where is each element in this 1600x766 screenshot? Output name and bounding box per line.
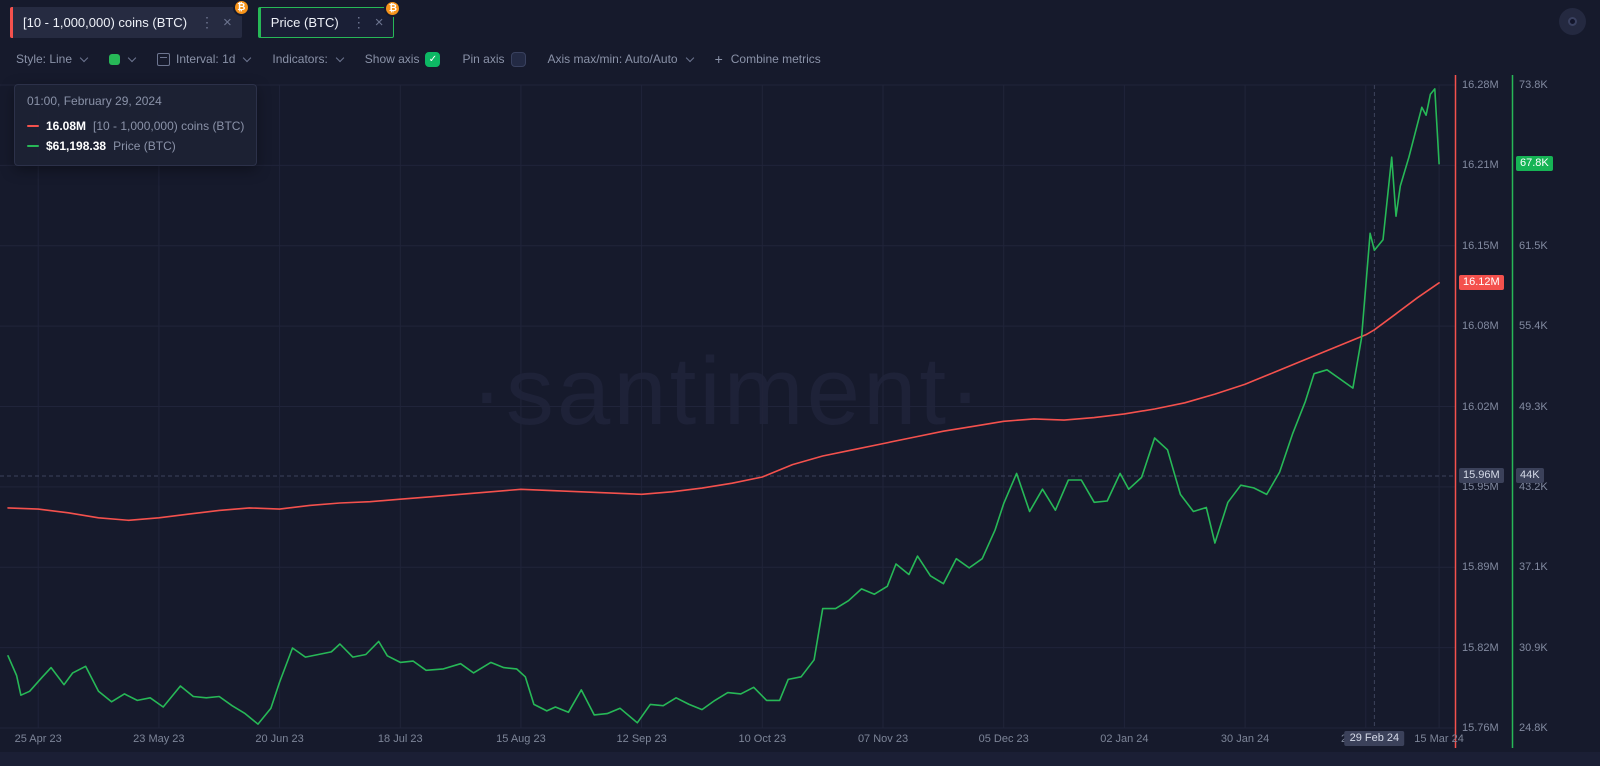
style-selector[interactable]: Style: Line xyxy=(16,52,89,66)
y-axis-label-red: 15.89M xyxy=(1462,561,1499,574)
metric-tab-price[interactable]: Price (BTC) ⋮ × ₿ xyxy=(257,0,402,38)
chart-area[interactable]: ·santiment· 01:00, February 29, 2024 16.… xyxy=(0,75,1600,766)
chevron-down-icon xyxy=(243,53,252,62)
header-circle-button[interactable] xyxy=(1559,8,1586,35)
y-axis-label-red: 16.15M xyxy=(1462,239,1499,252)
plus-icon: + xyxy=(714,51,723,67)
crosshair-date-badge: 29 Feb 24 xyxy=(1344,731,1405,746)
tooltip-coins-value: 16.08M xyxy=(46,119,87,133)
x-axis-label: 15 Mar 24 xyxy=(1414,733,1464,745)
x-axis-label: 23 May 23 xyxy=(133,733,185,745)
tooltip-title: 01:00, February 29, 2024 xyxy=(27,94,162,108)
pin-axis-label: Pin axis xyxy=(462,52,505,66)
y-axis-label-green: 73.8K xyxy=(1519,79,1548,91)
x-axis-label: 15 Aug 23 xyxy=(496,733,546,745)
y-axis-label-green: 30.9K xyxy=(1519,641,1548,654)
chevron-down-icon xyxy=(685,53,694,62)
x-axis-label: 05 Dec 23 xyxy=(978,733,1029,745)
timeline-strip xyxy=(0,752,1600,766)
btc-badge-icon: ₿ xyxy=(232,0,250,16)
green-last-value-badge: 67.8K xyxy=(1516,155,1553,171)
tooltip-price-name: Price (BTC) xyxy=(113,139,176,153)
metric-tab-coins[interactable]: [10 - 1,000,000) coins (BTC) ⋮ × ₿ xyxy=(10,0,250,38)
combine-metrics-button[interactable]: + Combine metrics xyxy=(715,51,821,67)
chevron-down-icon xyxy=(79,53,89,62)
combine-metrics-label: Combine metrics xyxy=(730,52,821,66)
x-axis-label: 25 Apr 23 xyxy=(14,733,62,745)
close-icon[interactable]: × xyxy=(374,13,384,31)
show-axis-toggle[interactable]: Show axis ✓ xyxy=(364,51,441,67)
color-swatch-selector[interactable] xyxy=(109,53,137,65)
close-icon[interactable]: × xyxy=(223,13,232,31)
green-series-dash-icon xyxy=(27,145,39,147)
show-axis-label: Show axis xyxy=(364,52,420,66)
color-swatch xyxy=(109,53,121,65)
chevron-down-icon xyxy=(335,53,345,62)
interval-selector-label: Interval: 1d xyxy=(176,52,236,66)
style-selector-label: Style: Line xyxy=(16,52,73,66)
x-axis-label: 10 Oct 23 xyxy=(738,733,787,745)
y-axis-label-red: 15.82M xyxy=(1462,641,1499,654)
y-axis-label-green: 43.2K xyxy=(1519,480,1548,493)
btc-badge-icon: ₿ xyxy=(384,0,402,17)
metric-tab-coins-label: [10 - 1,000,000) coins (BTC) xyxy=(23,14,188,30)
crosshair-green-badge: 44K xyxy=(1516,468,1544,483)
circle-dot-icon xyxy=(1568,17,1577,26)
x-axis-label: 12 Sep 23 xyxy=(616,733,667,745)
x-axis-label: 02 Jan 24 xyxy=(1100,733,1149,745)
x-axis-label: 30 Jan 24 xyxy=(1220,733,1270,745)
red-last-value-badge: 16.12M xyxy=(1459,274,1504,290)
y-axis-label-green: 37.1K xyxy=(1519,561,1548,574)
interval-selector[interactable]: Interval: 1d xyxy=(157,52,252,66)
axis-maxmin-selector[interactable]: Axis max/min: Auto/Auto xyxy=(547,52,694,66)
pin-axis-checkbox[interactable] xyxy=(510,51,526,67)
indicators-label: Indicators: xyxy=(272,52,328,66)
tooltip-row-price: $61,198.38 Price (BTC) xyxy=(27,139,244,153)
header: [10 - 1,000,000) coins (BTC) ⋮ × ₿ Price… xyxy=(0,0,1600,44)
chart-plot[interactable] xyxy=(0,75,1600,766)
y-axis-label-red: 16.02M xyxy=(1462,400,1499,413)
tooltip-row-coins: 16.08M [10 - 1,000,000) coins (BTC) xyxy=(27,119,244,133)
kebab-menu-icon[interactable]: ⋮ xyxy=(200,13,215,30)
pin-axis-toggle[interactable]: Pin axis xyxy=(462,51,526,67)
axis-maxmin-label: Axis max/min: Auto/Auto xyxy=(547,52,678,66)
y-axis-label-red: 16.08M xyxy=(1462,320,1499,333)
red-series-dash-icon xyxy=(27,125,39,127)
y-axis-label-green: 49.3K xyxy=(1519,400,1548,413)
y-axis-label-red: 16.21M xyxy=(1462,159,1499,172)
tooltip-coins-name: [10 - 1,000,000) coins (BTC) xyxy=(93,119,245,133)
y-axis-label-green: 24.8K xyxy=(1519,722,1548,734)
check-icon: ✓ xyxy=(428,53,438,65)
y-axis-label-red: 15.76M xyxy=(1462,722,1499,734)
toolbar: Style: Line Interval: 1d Indicators: Sho… xyxy=(0,44,1600,74)
kebab-menu-icon[interactable]: ⋮ xyxy=(351,13,366,30)
x-axis-label: 07 Nov 23 xyxy=(857,733,909,745)
metric-tab-price-label: Price (BTC) xyxy=(270,14,339,30)
y-axis-label-red: 15.95M xyxy=(1462,480,1499,493)
y-axis-label-red: 16.28M xyxy=(1462,79,1499,91)
tooltip-price-value: $61,198.38 xyxy=(46,139,107,153)
chart-tooltip: 01:00, February 29, 2024 16.08M [10 - 1,… xyxy=(14,84,258,166)
indicators-selector[interactable]: Indicators: xyxy=(272,52,345,66)
watermark: ·santiment· xyxy=(470,338,985,445)
x-axis-label: 20 Jun 23 xyxy=(255,733,304,745)
chevron-down-icon xyxy=(127,53,137,62)
x-axis-label: 18 Jul 23 xyxy=(377,733,423,745)
y-axis-label-green: 55.4K xyxy=(1519,320,1548,333)
crosshair-red-badge: 15.96M xyxy=(1459,468,1504,483)
show-axis-checkbox[interactable]: ✓ xyxy=(425,51,441,67)
y-axis-label-green: 61.5K xyxy=(1519,239,1548,252)
interval-icon xyxy=(157,52,171,66)
